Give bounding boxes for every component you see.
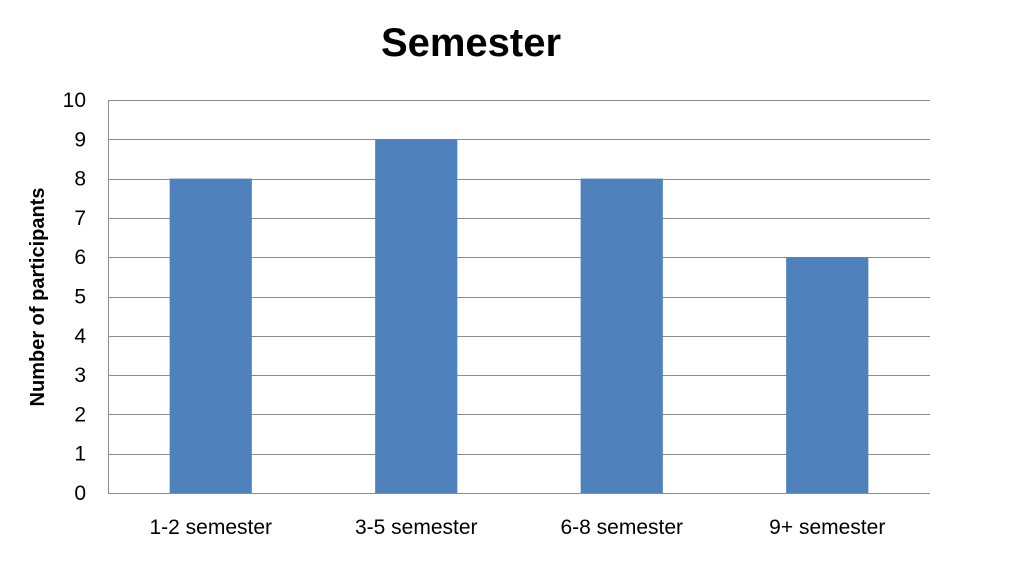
bar xyxy=(375,139,458,494)
x-tick-label: 9+ semester xyxy=(769,516,885,539)
y-axis-label: Number of participants xyxy=(27,188,49,407)
y-tick-label: 10 xyxy=(63,89,86,112)
bar xyxy=(169,178,252,493)
y-axis-ticks: 0 1 2 3 4 5 6 7 8 9 10 xyxy=(63,89,87,505)
y-tick-label: 4 xyxy=(74,325,86,348)
y-tick-label: 3 xyxy=(74,364,86,387)
y-tick-label: 6 xyxy=(74,246,86,269)
bar xyxy=(580,178,663,493)
y-tick-label: 5 xyxy=(74,286,86,309)
x-tick-label: 6-8 semester xyxy=(560,516,683,539)
x-tick-label: 1-2 semester xyxy=(149,516,272,539)
bar xyxy=(786,257,869,493)
bars xyxy=(169,139,869,494)
y-tick-label: 0 xyxy=(74,482,86,505)
y-tick-label: 9 xyxy=(74,128,86,151)
chart-title: Semester xyxy=(381,21,561,65)
y-tick-label: 8 xyxy=(74,168,86,191)
y-tick-label: 1 xyxy=(74,443,86,466)
x-tick-label: 3-5 semester xyxy=(355,516,478,539)
x-axis-ticks: 1-2 semester 3-5 semester 6-8 semester 9+ s… xyxy=(149,516,885,539)
y-tick-label: 7 xyxy=(74,207,86,230)
y-tick-label: 2 xyxy=(74,403,86,426)
